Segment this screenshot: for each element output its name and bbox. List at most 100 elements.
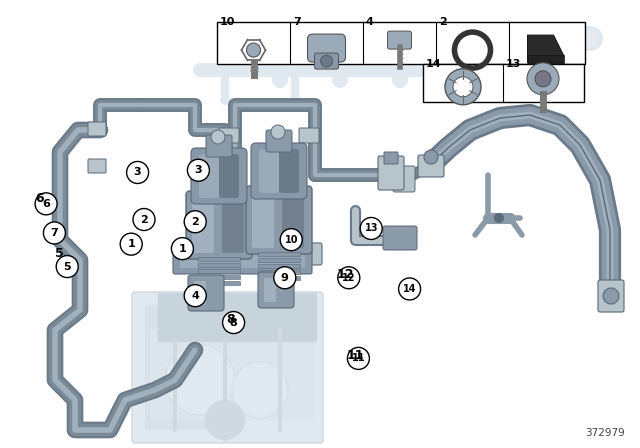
Bar bbox=[217, 22, 585, 64]
Text: 6: 6 bbox=[35, 191, 44, 205]
Text: 11: 11 bbox=[351, 353, 365, 363]
FancyBboxPatch shape bbox=[186, 191, 252, 259]
Text: 2: 2 bbox=[140, 215, 148, 224]
Circle shape bbox=[172, 237, 193, 260]
Bar bbox=[198, 263, 240, 267]
FancyBboxPatch shape bbox=[258, 272, 294, 308]
FancyBboxPatch shape bbox=[132, 292, 323, 443]
FancyBboxPatch shape bbox=[393, 166, 415, 192]
Circle shape bbox=[294, 64, 306, 76]
Text: 1: 1 bbox=[179, 244, 186, 254]
Circle shape bbox=[133, 208, 155, 231]
FancyBboxPatch shape bbox=[222, 197, 244, 253]
Text: 10: 10 bbox=[284, 235, 298, 245]
Bar bbox=[527, 55, 563, 63]
Circle shape bbox=[220, 95, 230, 105]
Circle shape bbox=[290, 95, 300, 105]
Text: 5: 5 bbox=[55, 246, 64, 260]
Circle shape bbox=[424, 150, 438, 164]
Text: 7: 7 bbox=[51, 228, 58, 238]
Bar bbox=[180, 252, 305, 268]
Bar bbox=[198, 281, 240, 285]
Circle shape bbox=[184, 211, 206, 233]
Circle shape bbox=[127, 161, 148, 184]
Circle shape bbox=[232, 362, 288, 418]
Text: 7: 7 bbox=[293, 17, 301, 27]
FancyBboxPatch shape bbox=[88, 122, 106, 136]
FancyBboxPatch shape bbox=[206, 135, 232, 157]
Circle shape bbox=[453, 77, 473, 97]
FancyBboxPatch shape bbox=[191, 148, 247, 204]
Circle shape bbox=[603, 288, 619, 304]
FancyBboxPatch shape bbox=[236, 243, 322, 265]
FancyBboxPatch shape bbox=[219, 128, 239, 143]
FancyBboxPatch shape bbox=[279, 149, 299, 193]
Text: 8: 8 bbox=[230, 318, 237, 327]
Text: 13: 13 bbox=[364, 224, 378, 233]
Text: 3: 3 bbox=[134, 168, 141, 177]
Circle shape bbox=[56, 255, 78, 278]
Text: 2: 2 bbox=[191, 217, 199, 227]
FancyBboxPatch shape bbox=[383, 226, 417, 250]
Text: 4: 4 bbox=[191, 291, 199, 301]
Bar bbox=[258, 258, 300, 262]
FancyBboxPatch shape bbox=[176, 248, 262, 270]
FancyBboxPatch shape bbox=[252, 192, 274, 248]
Text: 11: 11 bbox=[346, 349, 364, 362]
Circle shape bbox=[271, 125, 285, 139]
Text: 13: 13 bbox=[506, 59, 522, 69]
FancyBboxPatch shape bbox=[266, 130, 292, 152]
FancyBboxPatch shape bbox=[418, 155, 444, 177]
Bar bbox=[258, 252, 300, 256]
Circle shape bbox=[348, 347, 369, 370]
Bar bbox=[258, 264, 300, 268]
Circle shape bbox=[120, 233, 142, 255]
Circle shape bbox=[338, 267, 360, 289]
Polygon shape bbox=[527, 35, 563, 63]
Bar bbox=[198, 269, 240, 273]
FancyBboxPatch shape bbox=[314, 53, 339, 69]
Circle shape bbox=[445, 69, 481, 105]
Circle shape bbox=[494, 213, 504, 223]
FancyBboxPatch shape bbox=[378, 156, 404, 190]
FancyBboxPatch shape bbox=[251, 143, 307, 199]
Bar bbox=[145, 305, 225, 430]
Bar bbox=[198, 257, 240, 261]
Text: 2: 2 bbox=[439, 17, 447, 27]
Circle shape bbox=[452, 72, 468, 88]
Circle shape bbox=[205, 400, 245, 440]
Circle shape bbox=[246, 43, 260, 57]
FancyBboxPatch shape bbox=[219, 154, 239, 198]
Text: 14: 14 bbox=[403, 284, 417, 294]
FancyBboxPatch shape bbox=[246, 186, 312, 254]
Circle shape bbox=[188, 159, 209, 181]
FancyBboxPatch shape bbox=[307, 34, 346, 62]
Circle shape bbox=[280, 228, 302, 251]
Bar bbox=[423, 64, 584, 102]
Circle shape bbox=[321, 55, 333, 67]
Circle shape bbox=[35, 193, 57, 215]
FancyBboxPatch shape bbox=[598, 280, 624, 312]
Circle shape bbox=[399, 278, 420, 300]
Circle shape bbox=[274, 267, 296, 289]
FancyBboxPatch shape bbox=[387, 31, 412, 49]
Circle shape bbox=[494, 64, 506, 76]
Text: 12: 12 bbox=[337, 267, 355, 281]
Bar bbox=[258, 276, 300, 280]
Text: 9: 9 bbox=[281, 273, 289, 283]
Text: 3: 3 bbox=[195, 165, 202, 175]
Circle shape bbox=[567, 72, 583, 88]
FancyBboxPatch shape bbox=[299, 128, 319, 143]
FancyBboxPatch shape bbox=[199, 154, 219, 198]
Circle shape bbox=[512, 72, 528, 88]
Circle shape bbox=[527, 63, 559, 95]
FancyBboxPatch shape bbox=[259, 149, 279, 193]
FancyBboxPatch shape bbox=[88, 159, 106, 173]
FancyBboxPatch shape bbox=[188, 275, 224, 311]
Circle shape bbox=[360, 217, 382, 240]
Text: 1: 1 bbox=[127, 239, 135, 249]
Circle shape bbox=[392, 72, 408, 88]
Text: 12: 12 bbox=[342, 273, 356, 283]
FancyBboxPatch shape bbox=[192, 197, 214, 253]
Circle shape bbox=[165, 345, 235, 415]
